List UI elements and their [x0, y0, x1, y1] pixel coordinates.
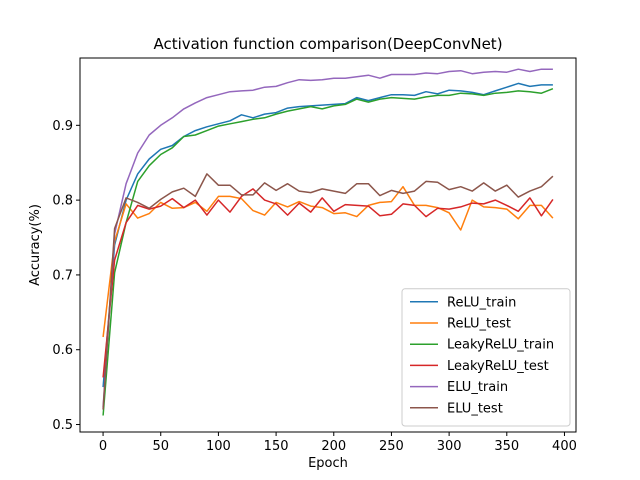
- y-axis-label: Accuracy(%): [28, 204, 43, 286]
- legend-entry-label: ELU_train: [447, 380, 508, 395]
- x-tick-label: 200: [321, 439, 346, 454]
- x-tick-label: 300: [437, 439, 462, 454]
- series-line-leakyrelu-test: [102, 188, 554, 378]
- legend-box: [401, 288, 571, 427]
- x-axis-label: Epoch: [308, 456, 348, 471]
- legend-entry-label: ReLU_test: [447, 317, 511, 332]
- x-tick-label: 400: [552, 439, 577, 454]
- y-tick-label: 0.9: [52, 119, 73, 134]
- axis-ticks: 0 50 100 150 200 250 300 350 400 0.5 0.6 0.7 0.8 0.9: [52, 119, 577, 454]
- series-line-elu-test: [102, 173, 554, 410]
- y-tick-label: 0.8: [52, 194, 73, 209]
- x-tick-label: 150: [264, 439, 289, 454]
- plot-lines: [102, 68, 554, 416]
- x-tick-label: 100: [206, 439, 231, 454]
- legend: ReLU_train ReLU_test LeakyReLU_train LeakyR…: [401, 288, 571, 427]
- legend-entry-label: LeakyReLU_train: [447, 338, 554, 353]
- y-tick-label: 0.5: [52, 418, 73, 433]
- y-tick-label: 0.7: [52, 268, 73, 283]
- x-tick-label: 0: [99, 439, 107, 454]
- series-line-leakyrelu-train: [102, 88, 554, 416]
- x-tick-label: 50: [152, 439, 169, 454]
- legend-entry-label: ReLU_train: [447, 295, 516, 310]
- series-line-relu-train: [102, 82, 553, 388]
- chart-title: Activation function comparison(DeepConvN…: [153, 35, 502, 53]
- x-tick-label: 350: [494, 439, 519, 454]
- x-tick-label: 250: [379, 439, 404, 454]
- series-line-elu-train: [102, 68, 553, 408]
- legend-entry-label: ELU_test: [447, 401, 503, 416]
- y-tick-label: 0.6: [52, 343, 73, 358]
- axes-frame: [79, 57, 577, 433]
- legend-entry-label: LeakyReLU_test: [447, 359, 549, 374]
